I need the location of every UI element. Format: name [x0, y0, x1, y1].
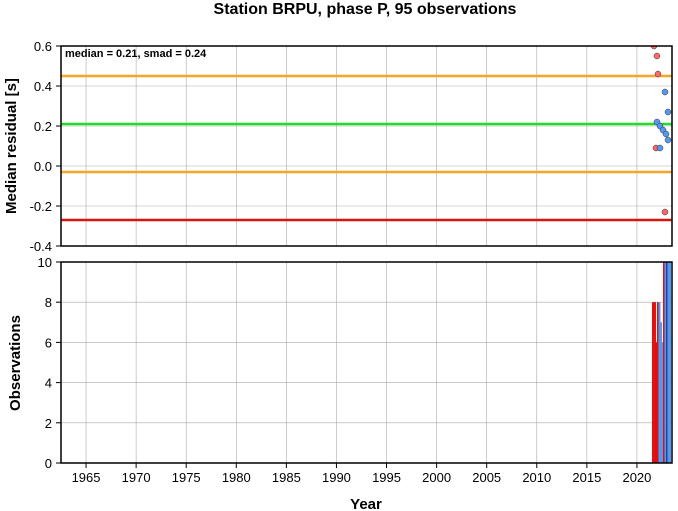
- observations-y-label: Observations: [7, 315, 24, 411]
- x-tick-label: 2020: [622, 470, 651, 485]
- data-point: [662, 130, 670, 138]
- y-tick-label: 0.6: [34, 39, 52, 54]
- data-point: [661, 208, 669, 216]
- x-tick-label: 1970: [122, 470, 151, 485]
- observations-grid: [61, 261, 672, 464]
- x-tick-label: 1975: [172, 470, 201, 485]
- reference-lines: [61, 74, 672, 222]
- observation-bar: [665, 262, 668, 463]
- residual-frame: [60, 45, 673, 247]
- y-tick-label: 0.0: [34, 159, 52, 174]
- observation-bar: [661, 342, 664, 463]
- x-tick-label: 1980: [222, 470, 251, 485]
- data-point: [664, 108, 672, 116]
- data-point: [661, 88, 669, 96]
- data-point: [656, 144, 664, 152]
- x-tick-label: 2000: [422, 470, 451, 485]
- x-tick-label: 1965: [72, 470, 101, 485]
- y-tick-label: 0.2: [34, 119, 52, 134]
- residual-points: [650, 46, 672, 216]
- y-tick-label: 2: [45, 416, 52, 431]
- observation-bar: [656, 302, 659, 463]
- observations-y-ticks: 0 2 4 6 8 10: [38, 255, 61, 471]
- y-tick-label: -0.2: [30, 199, 52, 214]
- observation-bar: [658, 302, 661, 463]
- residual-y-label: Median residual [s]: [3, 78, 20, 214]
- x-tick-label: 1985: [272, 470, 301, 485]
- data-point: [653, 52, 661, 60]
- observation-bar: [653, 302, 656, 463]
- observation-bar: [664, 262, 667, 463]
- x-tick-label: 2015: [572, 470, 601, 485]
- y-tick-label: 6: [45, 335, 52, 350]
- y-tick-label: 4: [45, 376, 52, 391]
- x-tick-label: 1990: [322, 470, 351, 485]
- observation-bar: [651, 302, 654, 463]
- observations-panel: 0 2 4 6 8 10 1965 1970 1975 1980 1985 1990 1995 2000…: [7, 255, 673, 511]
- observation-bar: [668, 262, 671, 463]
- observation-bars: [651, 262, 671, 463]
- residual-y-ticks: -0.4 -0.2 0.0 0.2 0.4 0.6: [30, 39, 61, 254]
- x-axis-label: Year: [350, 496, 382, 511]
- data-point: [664, 136, 672, 144]
- y-tick-label: 0: [45, 456, 52, 471]
- residual-panel: -0.4 -0.2 0.0 0.2 0.4 0.6 median = 0.21, smad…: [3, 39, 673, 254]
- x-tick-label: 2005: [472, 470, 501, 485]
- y-tick-label: 10: [38, 255, 52, 270]
- y-tick-label: 0.4: [34, 79, 52, 94]
- observation-bar: [655, 342, 658, 463]
- observation-bar: [667, 262, 670, 463]
- chart-title: Station BRPU, phase P, 95 observations: [214, 1, 517, 18]
- y-tick-label: -0.4: [30, 239, 52, 254]
- observation-bar: [659, 322, 662, 463]
- x-tick-label: 2010: [522, 470, 551, 485]
- stats-annotation: median = 0.21, smad = 0.24: [65, 48, 207, 60]
- year-x-ticks: 1965 1970 1975 1980 1985 1990 1995 2000 2005 2010…: [72, 463, 651, 485]
- observation-bar: [662, 262, 665, 463]
- y-tick-label: 8: [45, 295, 52, 310]
- x-tick-label: 1995: [372, 470, 401, 485]
- observations-frame: [60, 261, 673, 464]
- data-point: [654, 70, 662, 78]
